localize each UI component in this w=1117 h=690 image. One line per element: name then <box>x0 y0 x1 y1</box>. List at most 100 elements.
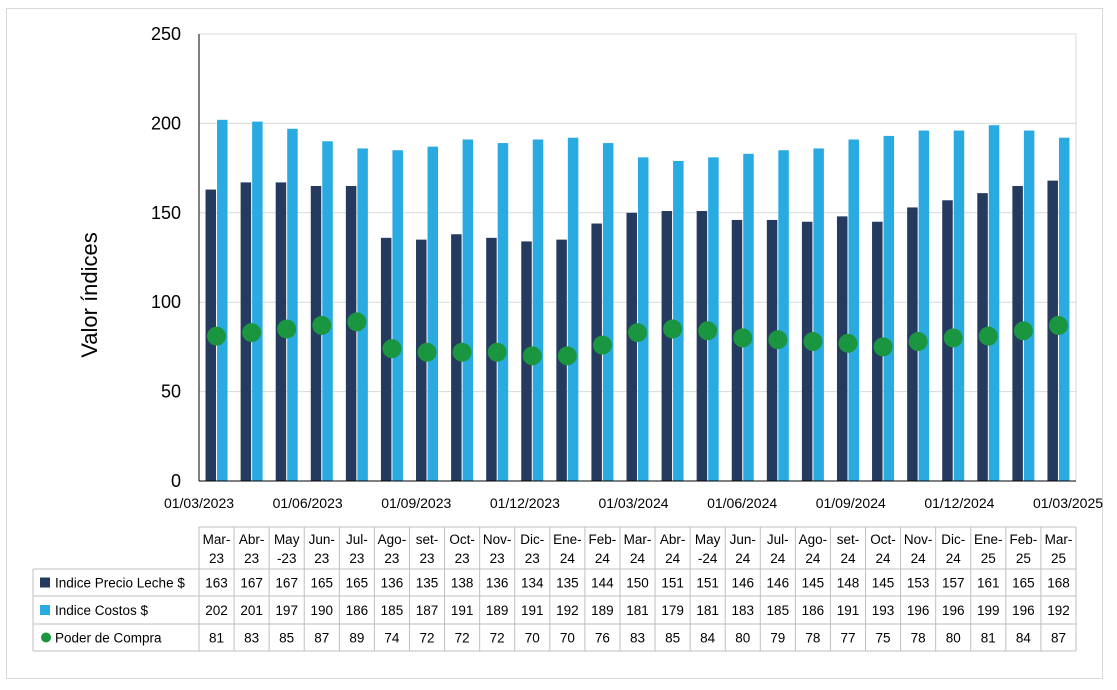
table-header-cell: 23 <box>349 551 364 566</box>
table-header-cell: 24 <box>770 551 786 566</box>
bar-precio-leche <box>345 185 357 482</box>
bar-precio-leche <box>416 239 427 481</box>
dot-poder-compra <box>628 323 647 343</box>
y-tick-label: 0 <box>171 471 181 491</box>
legend-label: Indice Costos $ <box>55 603 149 618</box>
table-value-cell: 161 <box>977 576 1000 591</box>
table-value-cell: 163 <box>205 576 228 591</box>
table-header-cell: May <box>695 532 721 547</box>
table-value-cell: 191 <box>837 603 860 618</box>
table-value-cell: 185 <box>381 603 404 618</box>
table-header-cell: Feb- <box>589 532 617 547</box>
y-tick-label: 150 <box>151 203 181 223</box>
bar-costos <box>217 119 228 481</box>
table-header-cell: 24 <box>876 551 892 566</box>
dot-poder-compra <box>382 339 402 359</box>
table-value-cell: 75 <box>876 631 891 646</box>
table-header-cell: 23 <box>490 551 505 566</box>
table-value-cell: 150 <box>626 576 649 591</box>
table-value-cell: 72 <box>490 631 505 646</box>
bar-precio-leche <box>801 221 813 482</box>
table-value-cell: 83 <box>630 631 645 646</box>
table-value-cell: 192 <box>556 603 579 618</box>
table-value-cell: 76 <box>595 631 610 646</box>
table-value-cell: 77 <box>840 631 855 646</box>
dot-poder-compra <box>417 342 437 362</box>
table-header-cell: Abr- <box>660 532 686 547</box>
table-value-cell: 151 <box>696 576 719 591</box>
table-value-cell: 199 <box>977 603 1000 618</box>
table-value-cell: 79 <box>770 631 785 646</box>
dot-poder-compra <box>207 326 227 346</box>
bar-costos <box>462 139 474 481</box>
table-header-cell: 23 <box>314 551 329 566</box>
legend-key-poder-compra <box>41 632 51 643</box>
y-tick-label: 100 <box>151 292 181 312</box>
table-value-cell: 85 <box>665 631 680 646</box>
dot-poder-compra <box>1013 321 1033 341</box>
table-value-cell: 74 <box>384 631 400 646</box>
bar-costos <box>883 135 895 481</box>
bar-costos <box>953 130 965 481</box>
dot-poder-compra <box>487 342 507 362</box>
table-value-cell: 85 <box>279 631 294 646</box>
y-tick-label: 250 <box>151 24 181 44</box>
table-value-cell: 191 <box>521 603 544 618</box>
bar-costos <box>252 121 263 481</box>
table-value-cell: 136 <box>381 576 404 591</box>
table-value-cell: 186 <box>802 603 825 618</box>
table-header-cell: 25 <box>1051 551 1066 566</box>
table-value-cell: 179 <box>661 603 684 618</box>
table-value-cell: 187 <box>416 603 439 618</box>
legend-key-costos <box>40 605 50 615</box>
table-value-cell: 70 <box>525 631 540 646</box>
table-value-cell: 153 <box>907 576 930 591</box>
table-header-cell: 25 <box>981 551 996 566</box>
bar-costos <box>743 153 754 481</box>
dot-poder-compra <box>312 315 332 335</box>
table-header-cell: 23 <box>384 551 399 566</box>
axis-layer: 0 50 100 150 200 250 01/03/2023 01/06/2023 01/09… <box>151 24 1103 511</box>
table-value-cell: 83 <box>244 631 259 646</box>
table-header-cell: Dic- <box>520 532 544 547</box>
bar-costos <box>1058 137 1070 482</box>
table-value-cell: 165 <box>346 576 369 591</box>
table-value-cell: 196 <box>1012 603 1035 618</box>
bar-costos <box>602 143 614 481</box>
table-value-cell: 78 <box>805 631 820 646</box>
dot-poder-compra <box>698 321 718 341</box>
table-header-cell: 24 <box>560 551 576 566</box>
table-header-cell: 25 <box>1016 551 1031 566</box>
bar-costos <box>918 130 930 481</box>
table-value-cell: 72 <box>420 631 435 646</box>
table-header-cell: Oct- <box>870 532 896 547</box>
bar-precio-leche <box>380 237 392 481</box>
table-header-cell: 23 <box>525 551 540 566</box>
table-header-cell: 24 <box>630 551 646 566</box>
table-value-cell: 167 <box>275 576 298 591</box>
x-date-label: 01/09/2024 <box>816 495 886 511</box>
table-value-cell: 197 <box>275 603 298 618</box>
table-value-cell: 70 <box>560 631 575 646</box>
table-value-cell: 183 <box>731 603 754 618</box>
dot-poder-compra <box>557 346 577 366</box>
table-header-cell: Jun- <box>730 532 756 547</box>
bar-precio-leche <box>626 212 637 482</box>
table-value-cell: 89 <box>349 631 364 646</box>
table-header-cell: Jun- <box>309 532 335 547</box>
bar-precio-leche <box>661 211 673 481</box>
table-header-cell: 23 <box>209 551 224 566</box>
dot-poder-compra <box>277 319 297 339</box>
x-date-label: 01/06/2024 <box>707 495 777 511</box>
bar-costos <box>673 160 684 481</box>
table-header-cell: Ago- <box>378 532 407 547</box>
bar-costos <box>567 137 579 482</box>
table-header-cell: 23 <box>420 551 435 566</box>
bar-costos <box>532 139 544 481</box>
bar-costos <box>778 150 789 481</box>
dot-poder-compra <box>803 332 823 352</box>
table-value-cell: 167 <box>240 576 263 591</box>
bar-precio-leche <box>310 185 322 482</box>
bar-costos <box>427 146 439 482</box>
